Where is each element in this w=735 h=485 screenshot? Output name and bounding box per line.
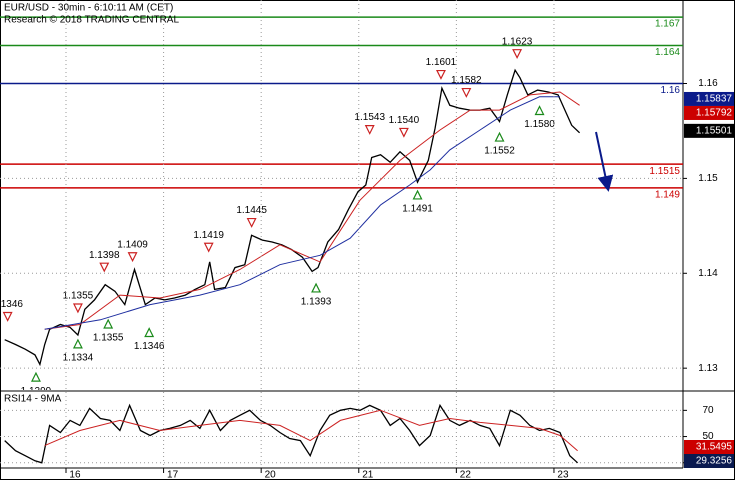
high-marker [435, 69, 446, 80]
series-line [44, 96, 560, 330]
series-line [4, 403, 579, 464]
pivot-label: 1.1355 [63, 291, 94, 302]
pivot-label: 1.1409 [117, 239, 148, 250]
value-box-label: 29.3256 [696, 456, 733, 467]
pivot-label: 1.1623 [502, 36, 533, 47]
low-marker [311, 282, 322, 293]
pivot-label: 1.1393 [301, 297, 332, 308]
y-tick-label: 50 [702, 431, 714, 442]
series-line [44, 409, 578, 452]
value-box [684, 91, 734, 106]
high-marker [461, 87, 472, 98]
rsi-panel [0, 392, 683, 468]
series-line [44, 91, 580, 330]
pivot-label: 1.1552 [484, 146, 515, 157]
level-label: 1.164 [655, 47, 680, 58]
axes: 1.131.141.151.161.158371.157921.15501305… [65, 78, 734, 481]
value-box [684, 123, 734, 138]
value-box [684, 440, 734, 454]
low-marker [72, 338, 83, 349]
level-label: 1.1515 [649, 166, 680, 177]
x-tick-label: 17 [167, 470, 179, 480]
high-marker [512, 49, 523, 60]
high-marker [246, 217, 257, 228]
x-tick-label: 20 [265, 470, 277, 480]
pivot-label: 1.1299 [21, 386, 52, 397]
pivot-label: 1.1601 [426, 57, 457, 68]
level-label: 1.149 [655, 190, 680, 201]
y-tick-label: 1.14 [698, 268, 718, 279]
pivot-label: 1.1346 [0, 299, 23, 310]
value-box-label: 1.15837 [696, 94, 733, 105]
pivot-label: 1.1419 [193, 230, 224, 241]
pivot-label: 1.1445 [236, 205, 267, 216]
pivot-label: 1.1540 [389, 115, 420, 126]
low-marker [144, 327, 155, 338]
pivot-label: 1.1582 [451, 75, 482, 86]
pivot-label: 1.1355 [93, 333, 124, 344]
high-marker [99, 262, 110, 273]
low-marker [534, 105, 545, 116]
high-marker [127, 252, 138, 263]
forecast-arrow [595, 131, 614, 192]
y-tick-label: 1.16 [698, 78, 718, 89]
pivot-label: 1.1346 [134, 341, 165, 352]
pivot-label: 1.1543 [354, 112, 385, 123]
x-tick-label: 21 [362, 470, 374, 480]
x-tick-label: 22 [460, 470, 472, 480]
value-box-label: 1.15792 [696, 108, 733, 119]
pivot-label: 1.1580 [524, 119, 555, 130]
level-label: 1.16 [661, 85, 681, 96]
y-tick-label: 1.15 [698, 173, 718, 184]
low-marker [30, 371, 41, 382]
x-tick-label: 23 [557, 470, 569, 480]
chart-title: EUR/USD - 30min - 6:10:11 AM (CET) [4, 3, 173, 14]
level-label: 1.167 [655, 19, 680, 30]
high-marker [2, 311, 13, 322]
pivot-label: 1.1491 [402, 204, 433, 215]
value-box [684, 454, 734, 468]
pivot-label: 1.1398 [89, 250, 120, 261]
high-marker [203, 242, 214, 253]
price-panel: 1.167 1.164 1.16 1.1515 1.149 1.1346 1.1355 1.1… [0, 0, 683, 397]
rsi-title: RSI14 - 9MA [4, 394, 62, 405]
value-box-label: 31.5495 [696, 442, 733, 453]
high-marker [72, 303, 83, 314]
y-tick-label: 70 [702, 405, 714, 416]
high-marker [398, 127, 409, 138]
value-box-label: 1.15501 [696, 125, 733, 136]
y-tick-label: 1.13 [698, 363, 718, 374]
low-marker [103, 318, 114, 329]
x-tick-label: 16 [69, 470, 81, 480]
low-marker [494, 131, 505, 142]
pivot-label: 1.1334 [63, 353, 94, 364]
value-box [684, 105, 734, 120]
chart-subtitle: Research © 2018 TRADING CENTRAL [4, 15, 179, 26]
low-marker [412, 189, 423, 200]
high-marker [364, 124, 375, 135]
